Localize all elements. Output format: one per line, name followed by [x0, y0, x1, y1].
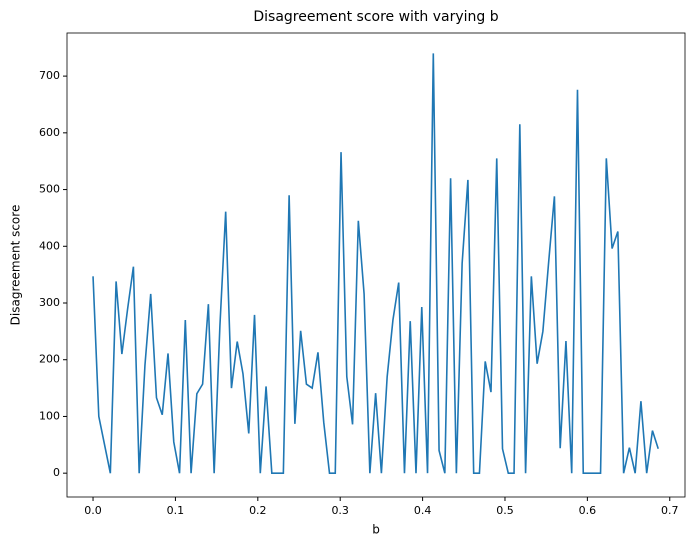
x-tick-label: 0.2: [249, 504, 267, 517]
x-axis-label: b: [372, 523, 380, 537]
x-tick-label: 0.6: [579, 504, 597, 517]
y-tick-label: 500: [39, 183, 60, 196]
data-line: [92, 53, 659, 474]
y-tick-label: 600: [39, 126, 60, 139]
y-tick-label: 200: [39, 353, 60, 366]
x-tick-label: 0.7: [661, 504, 679, 517]
x-tick-label: 0.4: [414, 504, 432, 517]
y-tick-label: 0: [53, 466, 60, 479]
x-tick-label: 0.1: [167, 504, 185, 517]
x-tick-label: 0.3: [331, 504, 349, 517]
plot-frame: [66, 32, 686, 498]
y-tick-label: 100: [39, 409, 60, 422]
y-tick-label: 700: [39, 69, 60, 82]
y-tick-label: 300: [39, 296, 60, 309]
chart-title: Disagreement score with varying b: [253, 9, 498, 25]
y-axis-label: Disagreement score: [9, 205, 23, 326]
x-tick-label: 0.5: [496, 504, 514, 517]
y-tick-label: 400: [39, 239, 60, 252]
x-tick-label: 0.0: [84, 504, 102, 517]
